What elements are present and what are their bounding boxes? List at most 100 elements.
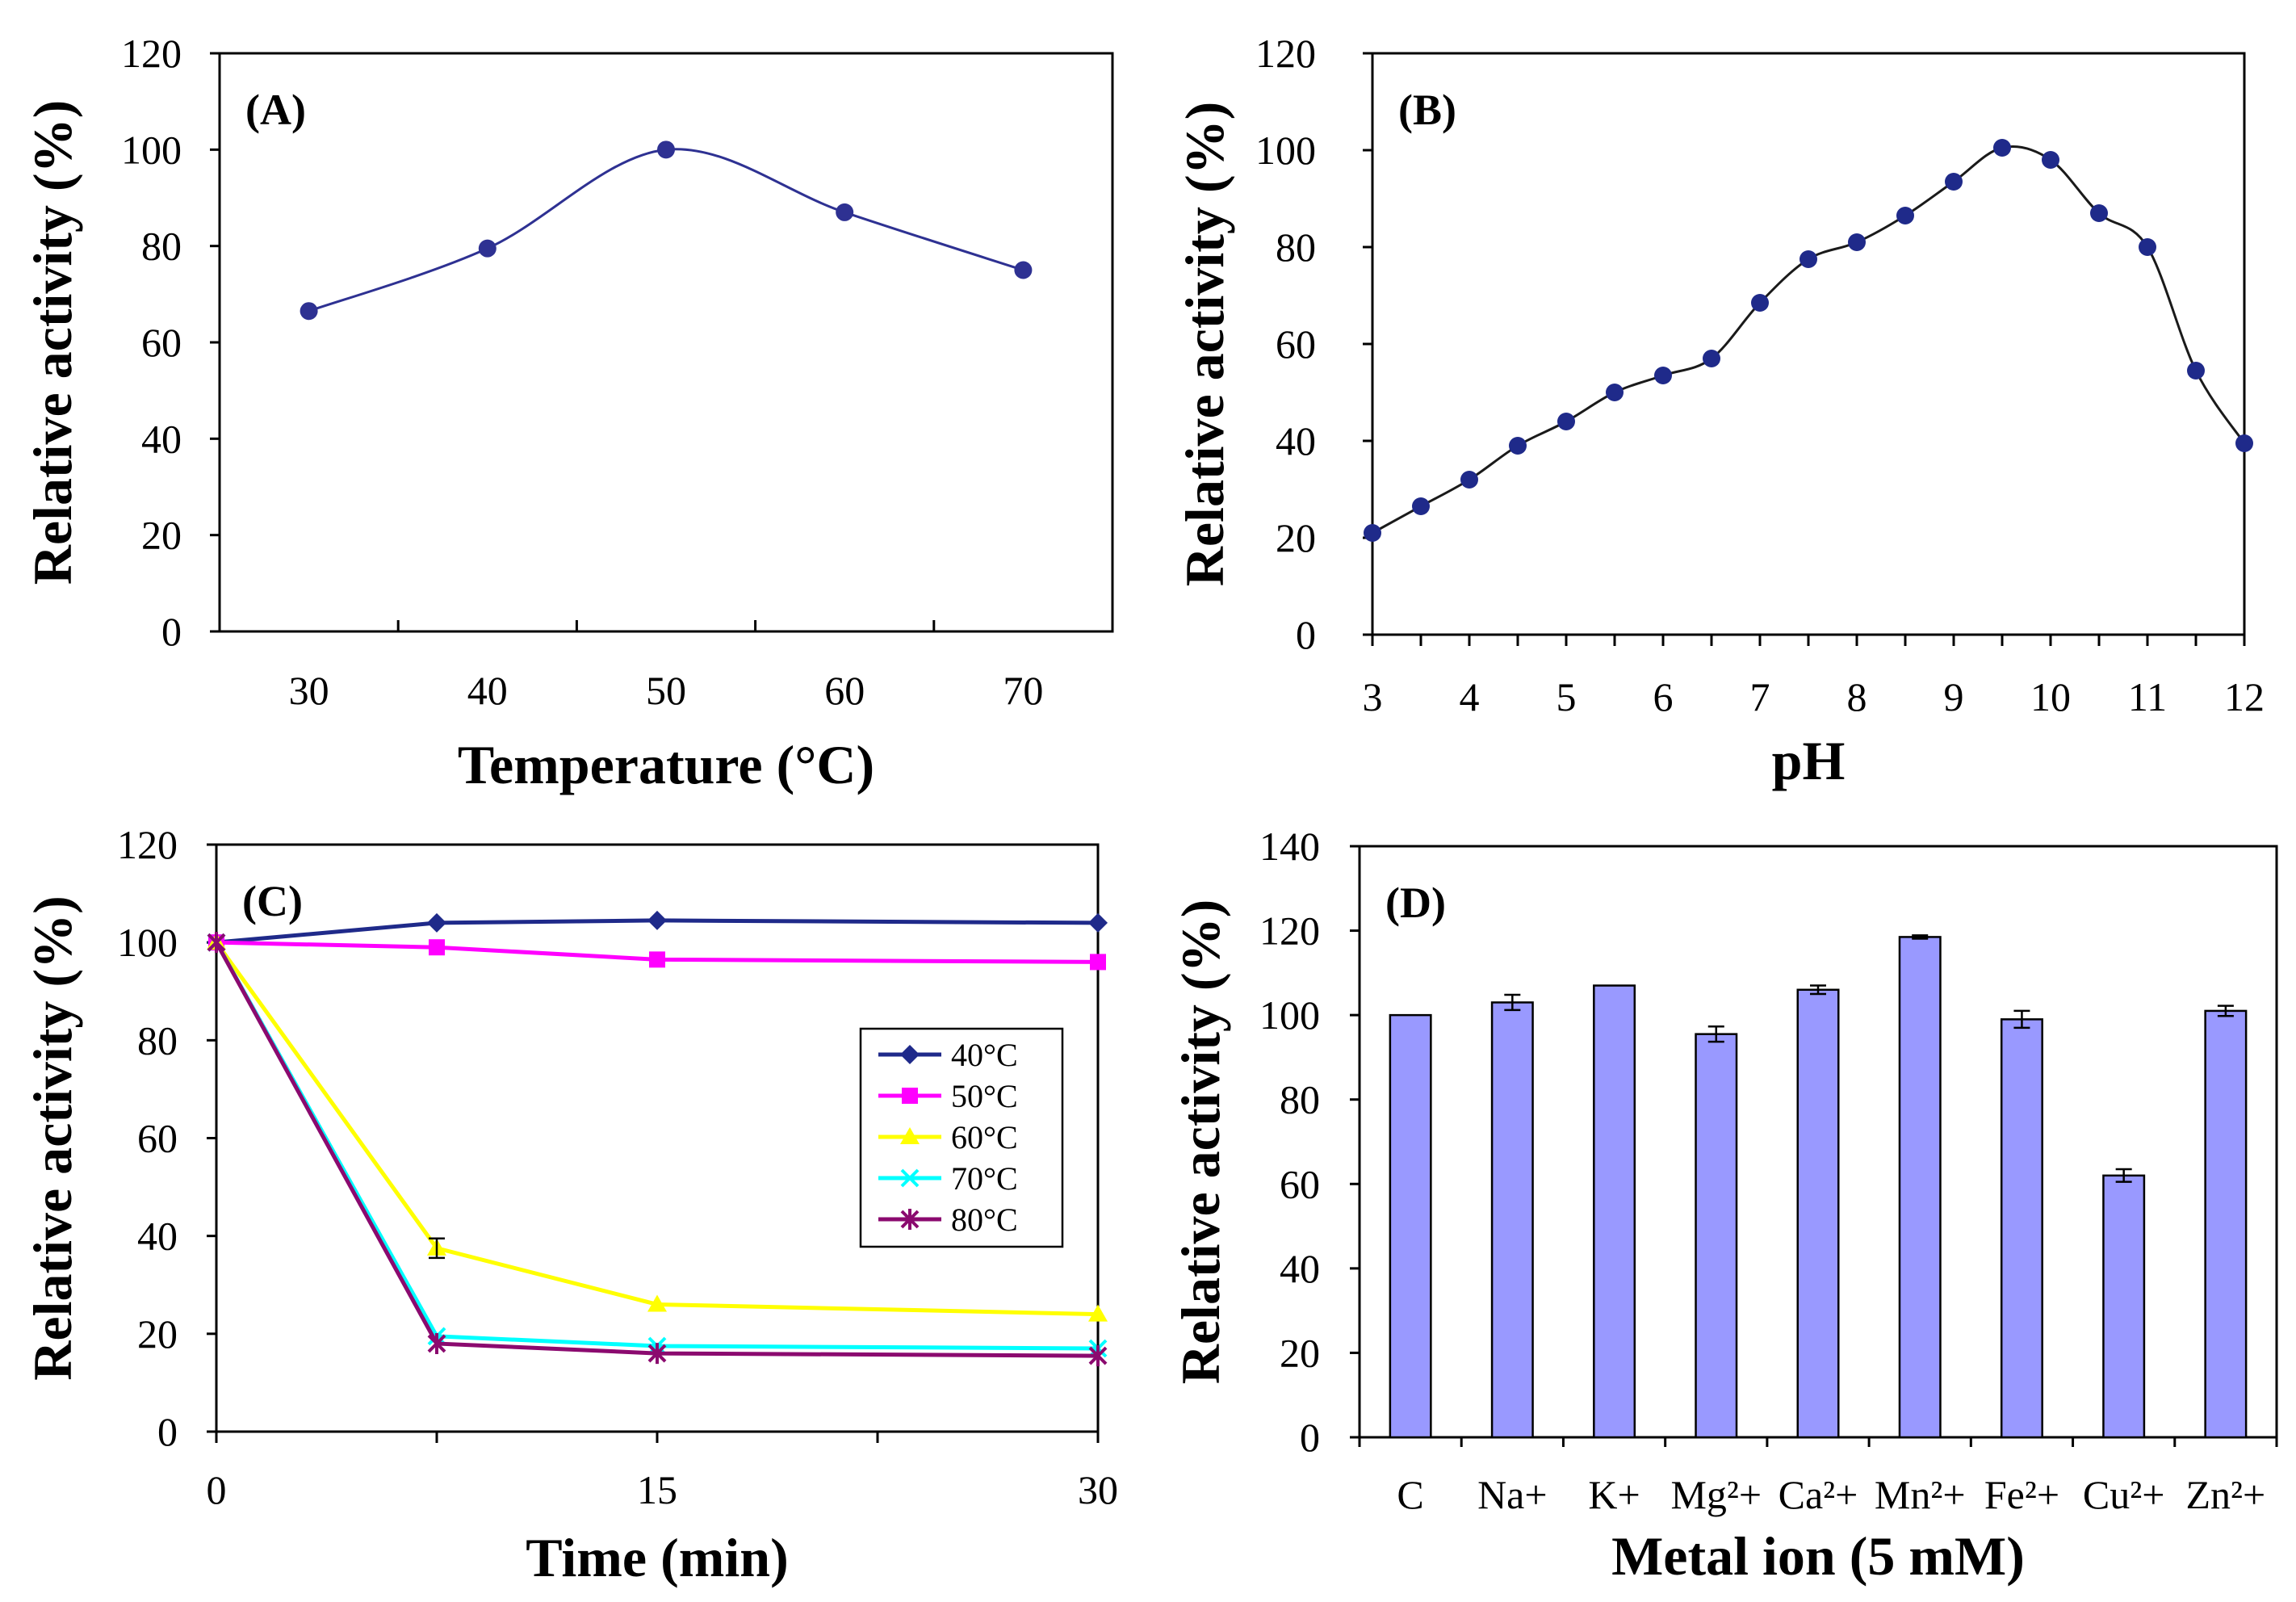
x-category-label: Cu²+ (2083, 1472, 2165, 1517)
data-point (2235, 434, 2253, 452)
panel-label: (B) (1398, 86, 1456, 134)
data-point (1945, 173, 1963, 191)
legend-marker (900, 1168, 920, 1188)
data-point (2090, 204, 2108, 222)
y-tick-label: 20 (1276, 515, 1316, 560)
legend-marker (902, 1088, 918, 1104)
y-axis-title: Relative activity (%) (1170, 900, 1231, 1384)
data-point (1509, 437, 1527, 455)
x-category-label: Mg²+ (1670, 1472, 1762, 1517)
panel-c-thermostability-chart: 0 20 40 60 80 100 120 0 15 30 Time (min) Relative a… (22, 822, 1118, 1588)
data-point (1703, 350, 1720, 367)
data-point (300, 302, 318, 321)
x-tick-label: 50 (646, 668, 686, 713)
data-point (478, 239, 496, 258)
data-point (2187, 362, 2205, 380)
y-tick-label: 60 (1280, 1161, 1320, 1206)
y-axis-title: Relative activity (%) (22, 100, 83, 585)
y-tick-label: 100 (1259, 992, 1320, 1038)
error-bar (1810, 984, 1826, 996)
y-tick-label: 0 (1296, 612, 1316, 657)
y-tick-label: 120 (121, 31, 182, 76)
legend-label: 80°C (951, 1202, 1018, 1238)
x-tick-label: 6 (1653, 674, 1674, 719)
x-category-label: Fe²+ (1984, 1472, 2059, 1517)
error-bar (1912, 934, 1929, 940)
y-tick-label: 60 (137, 1116, 178, 1161)
legend-item: 40°C (878, 1037, 1018, 1073)
data-point (1993, 139, 2011, 157)
data-point (647, 910, 667, 930)
x-category-label: K+ (1588, 1472, 1640, 1517)
y-tick-label: 120 (1259, 908, 1320, 954)
data-point (207, 932, 226, 954)
x-category-label: C (1397, 1472, 1423, 1517)
x-tick-label: 60 (824, 668, 865, 713)
legend-label: 60°C (951, 1119, 1018, 1155)
y-tick-label: 40 (1280, 1246, 1320, 1291)
y-tick-label: 80 (137, 1017, 178, 1063)
series-line (216, 918, 1099, 945)
x-tick-label: 5 (1557, 674, 1577, 719)
bar (1593, 984, 1636, 1439)
y-tick-label: 100 (117, 920, 178, 965)
legend-marker (900, 1209, 920, 1230)
bar (2204, 1009, 2248, 1439)
panel-label: (A) (245, 86, 306, 134)
bar (1695, 1033, 1738, 1439)
series-5 (207, 932, 1108, 1367)
data-point (1557, 413, 1575, 430)
y-tick-label: 20 (137, 1311, 178, 1357)
legend-label: 40°C (951, 1037, 1018, 1073)
y-axis-title: Relative activity (%) (22, 895, 83, 1380)
data-point (657, 140, 675, 159)
series-line (1372, 145, 2246, 535)
x-tick-label: 12 (2224, 674, 2265, 719)
y-tick-label: 80 (1276, 224, 1316, 270)
x-tick-label: 4 (1460, 674, 1480, 719)
x-tick-label: 7 (1750, 674, 1770, 719)
panel-d-metal-ion-chart: 0 20 40 60 80 100 120 140 C Na+ K+ Mg²+ Ca²+ Mn²+ Fe²+… (1170, 824, 2278, 1587)
panel-a-temperature-chart: 0 20 40 60 80 100 120 30 40 50 60 70 Temperature (°C… (22, 31, 1114, 795)
y-tick-label: 140 (1259, 824, 1320, 869)
data-point (2139, 238, 2156, 256)
legend-item: 70°C (878, 1160, 1018, 1197)
panel-b-ph-chart: 0 20 40 60 80 100 120 3 4 5 6 7 8 9 10 11 12 pH Relative a… (1174, 31, 2265, 791)
bar (1898, 936, 1942, 1439)
error-bar (1504, 993, 1521, 1012)
series-2 (208, 934, 1106, 971)
error-bar (2217, 1004, 2234, 1017)
data-point (1014, 261, 1033, 279)
data-point (1654, 367, 1672, 384)
series-line (308, 148, 1024, 312)
data-point (649, 951, 665, 968)
legend-item: 80°C (878, 1202, 1018, 1238)
data-point (429, 939, 445, 956)
x-category-label: Zn²+ (2186, 1472, 2266, 1517)
data-point (427, 1332, 446, 1354)
legend: 40°C 50°C 60°C 70°C 80°C (859, 1027, 1064, 1248)
x-tick-label: 30 (1078, 1467, 1118, 1512)
y-tick-label: 60 (141, 320, 182, 365)
data-point (1088, 1304, 1108, 1322)
panel-label: (C) (242, 877, 303, 925)
panel-label: (D) (1385, 879, 1446, 927)
y-axis-title: Relative activity (%) (1174, 102, 1235, 586)
legend-label: 70°C (951, 1160, 1018, 1197)
y-tick-label: 100 (121, 127, 182, 172)
series-1 (1364, 139, 2253, 542)
y-tick-label: 40 (141, 416, 182, 461)
data-point (427, 912, 446, 933)
data-point (1848, 233, 1866, 251)
data-point (1751, 294, 1769, 312)
y-tick-label: 80 (141, 224, 182, 269)
data-point (647, 1343, 667, 1365)
data-point (1606, 384, 1624, 401)
data-point (1896, 207, 1914, 224)
series-line (214, 941, 1099, 1317)
x-tick-label: 9 (1944, 674, 1964, 719)
x-category-label: Ca²+ (1779, 1472, 1858, 1517)
legend-item: 50°C (878, 1078, 1018, 1114)
series-line (216, 940, 1099, 964)
x-tick-label: 8 (1847, 674, 1867, 719)
